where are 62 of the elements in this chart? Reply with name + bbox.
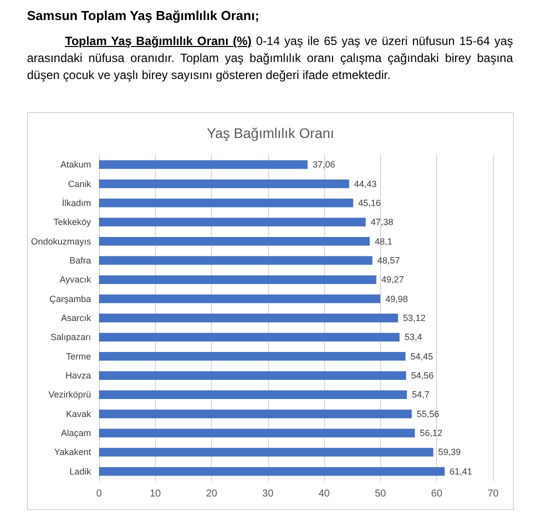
x-tick-label: 0 xyxy=(96,488,102,500)
y-tick-label: Alaçam xyxy=(61,428,92,438)
text: Samsun Toplam Yaş Bağımlılık Oranı; xyxy=(27,8,260,23)
bar xyxy=(99,218,366,226)
x-tick-label: 20 xyxy=(206,488,218,500)
x-tick-label: 70 xyxy=(487,488,499,500)
data-label: 48,57 xyxy=(377,255,400,266)
bar xyxy=(99,198,354,208)
bar xyxy=(99,294,380,304)
data-label: 59,39 xyxy=(438,447,461,458)
chart-title: Yaş Bağımlılık Oranı xyxy=(206,125,334,141)
y-tick-label: Terme xyxy=(66,351,92,362)
y-tick-label: Vezirköprü xyxy=(48,390,92,400)
y-tick-label: Çarşamba xyxy=(50,294,92,304)
data-label: 53,12 xyxy=(402,313,426,323)
bar xyxy=(99,428,415,438)
data-label: 37,06 xyxy=(312,160,336,170)
y-tick-label: Ayvacık xyxy=(60,274,92,285)
data-label: 54,56 xyxy=(411,370,434,381)
data-label: 49,27 xyxy=(381,274,404,285)
data-label: 56,12 xyxy=(420,428,442,438)
text: Toplam Yaş Bağımlılık Oranı (%) xyxy=(65,34,252,48)
x-tick-label: 60 xyxy=(431,488,443,500)
data-label: 45,16 xyxy=(358,198,381,208)
bar xyxy=(99,160,308,169)
bar xyxy=(99,371,406,380)
bar xyxy=(99,179,350,188)
y-tick-label: Canik xyxy=(68,178,92,189)
x-tick-label: 10 xyxy=(150,488,162,500)
bar xyxy=(99,352,406,361)
bar xyxy=(99,332,400,342)
x-tick-label: 30 xyxy=(262,488,274,500)
bar xyxy=(99,256,372,265)
bar xyxy=(99,448,434,457)
data-label: 61,41 xyxy=(450,466,472,476)
bar xyxy=(99,410,412,418)
y-tick-label: Kavak xyxy=(66,408,92,419)
x-tick-label: 50 xyxy=(374,488,386,500)
y-tick-label: Salıpazarı xyxy=(50,332,92,342)
bar xyxy=(99,390,407,400)
data-label: 47,38 xyxy=(370,217,394,228)
y-tick-label: Atakum xyxy=(60,160,92,170)
bar xyxy=(99,314,398,322)
data-label: 54,7 xyxy=(412,390,430,400)
bar xyxy=(99,467,445,476)
y-tick-label: İlkadım xyxy=(62,198,92,208)
data-label: 55,56 xyxy=(416,408,440,419)
bar xyxy=(99,275,376,284)
y-tick-label: Yakakent xyxy=(54,447,92,458)
x-tick-label: 40 xyxy=(318,488,330,500)
bar xyxy=(99,236,370,246)
y-tick-label: Ladik xyxy=(70,466,92,476)
y-tick-label: Ondokuzmayıs xyxy=(30,236,92,246)
y-tick-label: Tekkeköy xyxy=(53,217,92,228)
data-label: 48,1 xyxy=(374,236,392,246)
data-label: 53,4 xyxy=(404,332,422,342)
y-tick-label: Asarcık xyxy=(61,313,92,323)
y-tick-label: Havza xyxy=(66,370,92,381)
data-label: 54,45 xyxy=(410,351,434,362)
y-tick-label: Bafra xyxy=(70,255,92,266)
data-label: 49,98 xyxy=(385,294,408,304)
data-label: 44,43 xyxy=(354,178,377,189)
